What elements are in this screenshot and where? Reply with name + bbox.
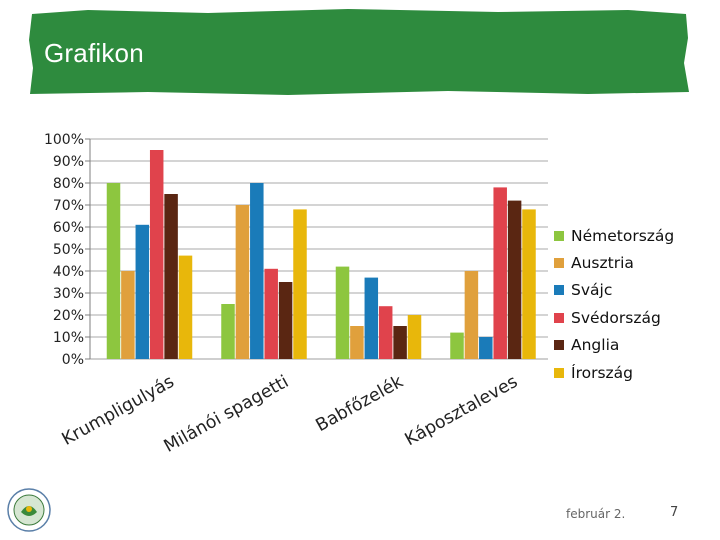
legend-label: Anglia (571, 336, 620, 355)
bar (393, 326, 407, 359)
bar (121, 271, 135, 359)
y-tick-label: 0% (62, 352, 84, 368)
bar (335, 266, 350, 359)
bars (106, 150, 536, 359)
legend-item: Németország (554, 222, 674, 249)
bar (235, 205, 250, 359)
legend-swatch (554, 258, 564, 269)
bar (149, 150, 164, 359)
legend-item: Írország (554, 359, 674, 386)
legend-item: Ausztria (554, 249, 674, 276)
bar (464, 271, 479, 359)
legend: Németország Ausztria Svájc Svédország Anglia… (554, 222, 674, 386)
bar (250, 183, 264, 359)
bar (378, 306, 393, 359)
bar (178, 255, 193, 359)
bar (450, 332, 464, 359)
bar (293, 209, 307, 359)
legend-swatch (554, 285, 564, 296)
bar (221, 304, 235, 359)
y-tick-label: 80% (53, 176, 84, 192)
bar (278, 282, 293, 359)
y-axis: 0% 10% 20% 30% 40% 50% 60% 70% 80% 90% 100% (44, 132, 91, 368)
y-tick-label: 10% (53, 330, 84, 346)
bar (135, 224, 150, 359)
legend-label: Írország (571, 363, 634, 382)
bar (507, 200, 522, 359)
legend-swatch (554, 230, 564, 241)
slide-title: Grafikon (44, 38, 144, 68)
bar (106, 183, 121, 359)
bar (407, 315, 422, 359)
bar (493, 187, 507, 359)
y-tick-label: 100% (44, 132, 84, 148)
legend-swatch (554, 340, 564, 351)
legend-item: Svédország (554, 304, 674, 331)
logo-emblem-icon (7, 488, 51, 532)
x-tick-label: Babfőzelék (313, 371, 408, 436)
legend-swatch (554, 312, 564, 323)
legend-item: Anglia (554, 332, 674, 359)
legend-label: Németország (571, 226, 675, 245)
y-tick-label: 90% (53, 154, 84, 170)
title-banner (29, 9, 689, 95)
y-tick-label: 30% (53, 286, 84, 302)
x-tick-label: Káposztaleves (402, 372, 521, 450)
bar (522, 209, 536, 359)
legend-swatch (554, 367, 564, 378)
x-tick-label: Milánói spagetti (161, 372, 292, 457)
footer-date: február 2. (566, 507, 626, 521)
x-tick-label: Krumpligulyás (59, 372, 178, 450)
y-tick-label: 40% (53, 264, 84, 280)
bar (479, 337, 493, 359)
legend-label: Svájc (571, 281, 613, 300)
y-tick-label: 70% (53, 198, 84, 214)
legend-label: Ausztria (571, 254, 634, 273)
y-tick-label: 50% (53, 242, 84, 258)
bar (364, 277, 379, 359)
page-number: 7 (670, 505, 679, 520)
legend-item: Svájc (554, 277, 674, 304)
bar (164, 194, 178, 359)
y-tick-label: 60% (53, 220, 84, 236)
banner-shape (29, 9, 689, 95)
bar (264, 268, 278, 359)
bar (350, 326, 364, 359)
legend-label: Svédország (571, 308, 661, 327)
y-tick-label: 20% (53, 308, 84, 324)
